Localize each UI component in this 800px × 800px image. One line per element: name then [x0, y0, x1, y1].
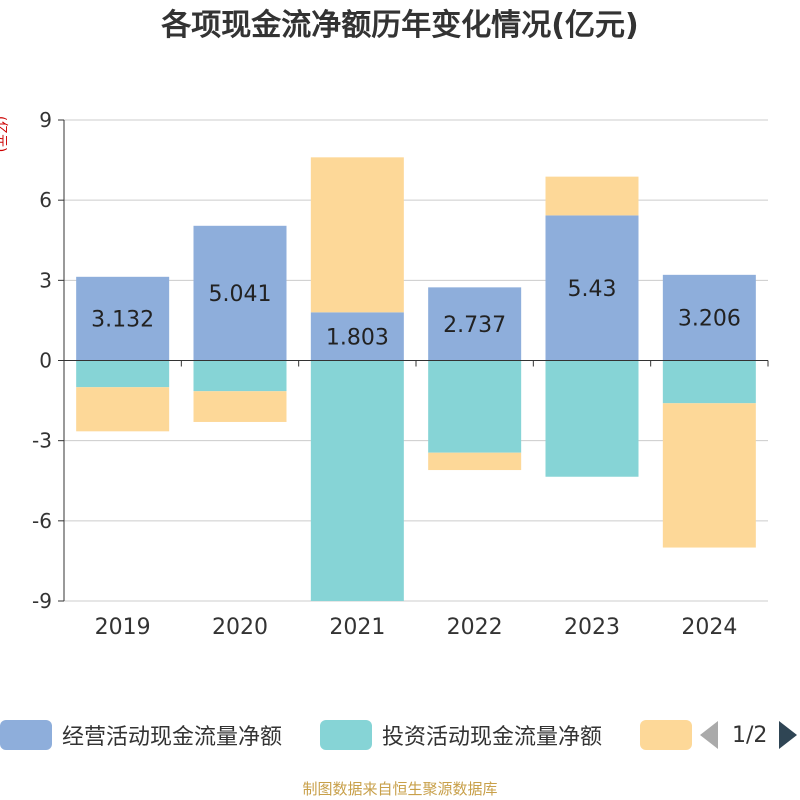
- y-tick-label: 0: [39, 349, 52, 373]
- bar-series0-2023: [545, 215, 639, 361]
- chart-plot: 9 6 3 0 -3 -6 -9 3.132 5.041 1.803 2.737 5.43 3.206 2…: [32, 108, 769, 640]
- bar-series2-2023: [545, 176, 639, 216]
- bar-series0-2019: [76, 276, 170, 361]
- y-tick-label: 3: [39, 268, 52, 292]
- chart-title: 各项现金流净额历年变化情况(亿元): [161, 8, 639, 43]
- bar-series2-2024: [662, 403, 756, 548]
- bar-series2-2020: [193, 391, 287, 422]
- legend-pager: 1/2: [700, 716, 798, 754]
- next-page-icon[interactable]: [779, 721, 798, 749]
- x-tick-label-2019: 2019: [95, 615, 151, 640]
- legend-label-investing: 投资活动现金流量净额: [382, 725, 603, 750]
- legend-item-operating[interactable]: 经营活动现金流量净额: [0, 716, 282, 754]
- data-label-2022: 2.737: [443, 313, 506, 338]
- legend-swatch-investing: [320, 720, 372, 750]
- prev-page-icon[interactable]: [700, 721, 718, 749]
- y-tick-label: -9: [32, 589, 52, 613]
- bar-series1-2021: [310, 360, 404, 601]
- data-label-2023: 5.43: [568, 277, 617, 302]
- legend-swatch-financing: [640, 720, 692, 750]
- legend-swatch-operating: [0, 720, 52, 750]
- bar-series1-2019: [76, 360, 170, 388]
- bar-series0-2022: [428, 287, 522, 361]
- data-label-2020: 5.041: [209, 282, 272, 307]
- legend-item-financing[interactable]: [640, 716, 702, 754]
- bar-series2-2019: [76, 387, 170, 432]
- bar-series1-2022: [428, 360, 522, 453]
- y-tick-label: -6: [32, 509, 52, 533]
- y-tick-label: -3: [32, 429, 52, 453]
- data-source-note: 制图数据来自恒生聚源数据库: [302, 780, 498, 798]
- bar-series2-2021: [310, 157, 404, 313]
- data-label-2024: 3.206: [678, 307, 741, 332]
- bar-series0-2020: [193, 225, 287, 361]
- x-tick-label-2024: 2024: [681, 615, 737, 640]
- data-label-2021: 1.803: [326, 325, 389, 350]
- bar-series0-2021: [310, 312, 404, 361]
- x-tick-label-2020: 2020: [212, 615, 268, 640]
- legend-item-investing[interactable]: 投资活动现金流量净额: [320, 716, 602, 754]
- bar-series1-2023: [545, 360, 639, 477]
- data-label-2019: 3.132: [91, 308, 154, 333]
- legend-label-operating: 经营活动现金流量净额: [62, 725, 283, 750]
- legend-page-indicator: 1/2: [732, 722, 768, 748]
- x-tick-label-2021: 2021: [329, 615, 385, 640]
- legend: 经营活动现金流量净额 投资活动现金流量净额 1/2: [0, 716, 800, 754]
- bar-series1-2024: [662, 360, 756, 404]
- bar-series1-2020: [193, 360, 287, 392]
- x-tick-label-2022: 2022: [447, 615, 503, 640]
- y-tick-label: 9: [39, 108, 52, 132]
- x-tick-label-2023: 2023: [564, 615, 620, 640]
- bar-series0-2024: [662, 274, 756, 361]
- y-tick-label: 6: [39, 188, 52, 212]
- bar-series2-2022: [428, 452, 522, 471]
